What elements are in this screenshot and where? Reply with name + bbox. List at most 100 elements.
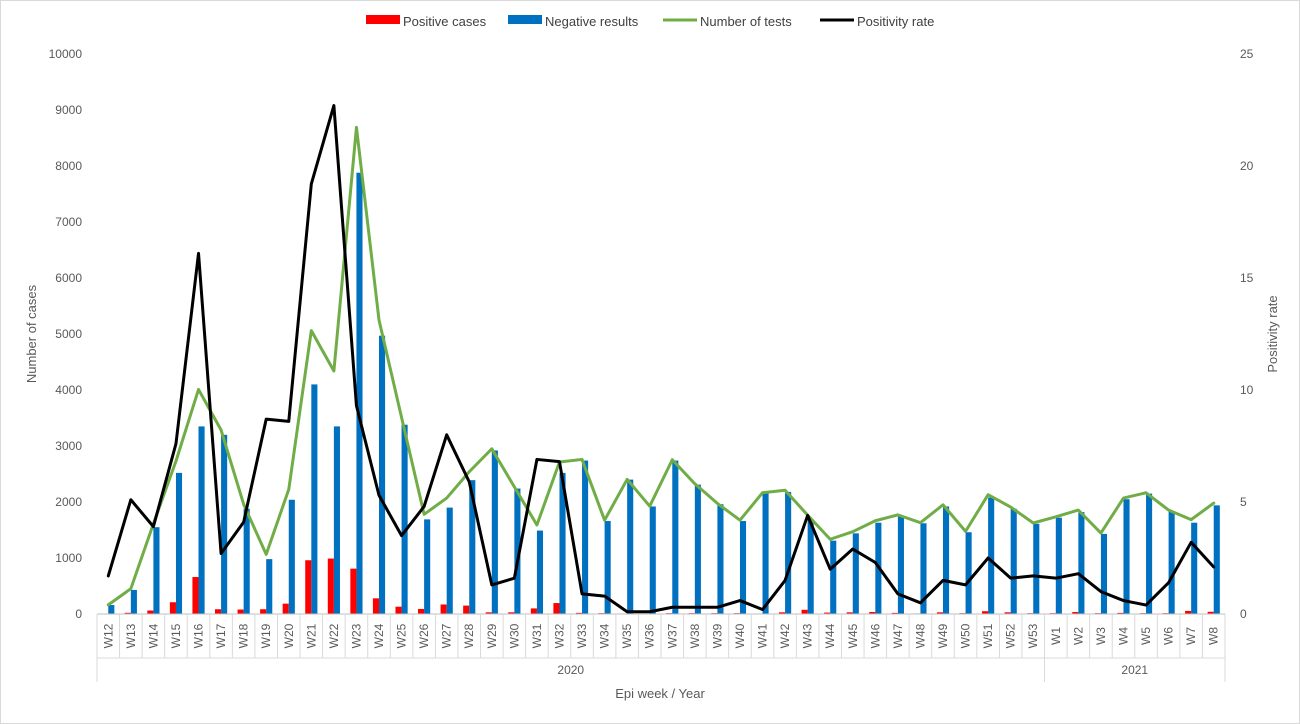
bar-positive-cases <box>575 612 583 614</box>
bar-positive-cases <box>824 612 831 614</box>
legend-label-positivity-rate: Positivity rate <box>857 14 934 29</box>
x-tick-label: W12 <box>101 623 115 648</box>
x-tick-label: W28 <box>462 623 476 648</box>
bar-negative-results <box>401 424 408 614</box>
x-tick-label: W49 <box>936 623 950 648</box>
x-tick-label: W22 <box>327 623 341 648</box>
bar-negative-results <box>739 521 747 614</box>
x-tick-label: W31 <box>530 623 544 648</box>
bar-positive-cases <box>395 606 402 614</box>
bar-positive-cases <box>327 558 334 614</box>
y-tick-label: 10000 <box>49 47 83 61</box>
y2-tick-label: 20 <box>1240 159 1254 173</box>
bar-negative-results <box>672 460 679 614</box>
bar-negative-results <box>536 530 544 614</box>
x-tick-label: W38 <box>688 623 702 648</box>
bar-negative-results <box>1033 523 1040 614</box>
x-tick-label: W25 <box>395 623 409 648</box>
x-tick-label: W30 <box>507 623 521 648</box>
x-tick-label: W4 <box>1116 627 1130 645</box>
x-axis-title: Epi week / Year <box>615 686 705 701</box>
bar-positive-cases <box>372 598 379 614</box>
x-tick-label: W21 <box>304 623 318 648</box>
y2-axis-title: Positivity rate <box>1265 295 1280 372</box>
x-tick-label: W26 <box>417 623 431 648</box>
legend-swatch-positive-cases <box>366 15 400 24</box>
x-tick-label: W53 <box>1026 623 1040 648</box>
x-tick-label: W32 <box>552 623 566 648</box>
plot-area: 0100020003000400050006000700080009000100… <box>49 47 1254 682</box>
bar-negative-results <box>356 172 363 614</box>
bar-positive-cases <box>891 612 898 614</box>
year-group-label: 2020 <box>557 663 584 677</box>
x-tick-label: W6 <box>1162 627 1176 645</box>
bar-negative-results <box>965 532 972 614</box>
bar-positive-cases <box>508 612 515 614</box>
y2-tick-label: 5 <box>1240 495 1247 509</box>
bar-positive-cases <box>350 568 357 614</box>
x-tick-label: W2 <box>1071 627 1085 645</box>
bar-negative-results <box>311 384 318 614</box>
x-tick-label: W42 <box>778 623 792 648</box>
x-tick-label: W16 <box>192 623 206 648</box>
legend-label-positive-cases: Positive cases <box>403 14 487 29</box>
x-tick-label: W46 <box>868 623 882 648</box>
bar-negative-results <box>627 479 634 614</box>
bar-positive-cases <box>936 612 943 614</box>
y-tick-label: 5000 <box>55 327 82 341</box>
bar-negative-results <box>582 460 589 614</box>
bar-negative-results <box>175 472 183 614</box>
line-number-of-tests <box>106 125 1216 607</box>
bar-negative-results <box>243 508 250 614</box>
bar-positive-cases <box>1072 612 1079 614</box>
bar-negative-results <box>514 488 521 614</box>
bar-negative-results <box>1168 510 1175 614</box>
x-tick-label: W29 <box>485 623 499 648</box>
bar-negative-results <box>1146 493 1153 614</box>
legend-swatch-negative-results <box>508 15 542 24</box>
bar-positive-cases <box>869 612 876 614</box>
bar-negative-results <box>830 540 837 614</box>
x-tick-label: W13 <box>124 623 138 648</box>
bar-positive-cases <box>147 610 154 614</box>
bar-negative-results <box>333 426 340 614</box>
bar-negative-results <box>1010 508 1017 614</box>
y-tick-label: 7000 <box>55 215 82 229</box>
bar-positive-cases <box>260 609 267 614</box>
x-tick-label: W50 <box>959 623 973 648</box>
y2-tick-label: 0 <box>1240 607 1247 621</box>
x-tick-label: W1 <box>1049 627 1063 645</box>
x-tick-label: W51 <box>981 623 995 648</box>
x-tick-label: W37 <box>665 623 679 648</box>
year-group-label: 2021 <box>1121 663 1148 677</box>
x-tick-label: W7 <box>1184 627 1198 645</box>
y-tick-label: 6000 <box>55 271 82 285</box>
bar-negative-results <box>153 527 160 614</box>
bar-negative-results <box>446 507 453 614</box>
bar-negative-results <box>604 521 611 614</box>
bar-negative-results <box>988 497 995 614</box>
bar-positive-cases <box>1185 610 1192 614</box>
line-positivity-rate <box>106 104 1216 614</box>
y-tick-label: 8000 <box>55 159 82 173</box>
x-tick-label: W23 <box>349 623 363 648</box>
bar-negative-results <box>1078 512 1085 614</box>
x-tick-label: W52 <box>1004 623 1018 648</box>
x-tick-label: W27 <box>440 623 454 648</box>
bar-negative-results <box>1100 533 1108 614</box>
bar-negative-results <box>807 519 814 614</box>
bar-positive-cases <box>553 603 560 614</box>
x-tick-label: W36 <box>643 623 657 648</box>
bar-positive-cases <box>124 612 131 614</box>
bar-negative-results <box>694 484 701 614</box>
bar-positive-cases <box>1207 611 1214 614</box>
y2-tick-label: 10 <box>1240 383 1254 397</box>
x-tick-label: W8 <box>1207 627 1221 645</box>
bar-negative-results <box>266 559 273 614</box>
x-tick-label: W34 <box>598 623 612 648</box>
legend: Positive cases Negative results Number o… <box>366 14 934 29</box>
y-tick-label: 9000 <box>55 103 82 117</box>
x-tick-label: W35 <box>620 623 634 648</box>
bar-positive-cases <box>530 608 537 614</box>
